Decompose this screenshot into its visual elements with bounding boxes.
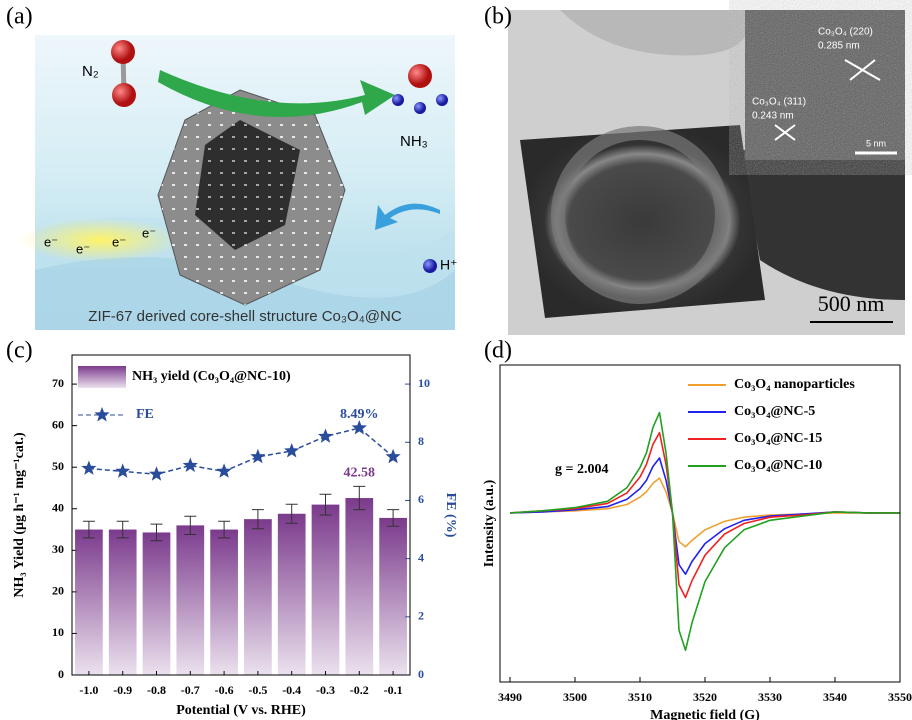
- bar: [244, 519, 272, 675]
- y2-tick-label: 2: [418, 609, 424, 623]
- epr-curve: [510, 413, 900, 651]
- x-tick-label: -0.9: [113, 683, 132, 697]
- atom: [392, 94, 404, 106]
- y-axis-label: NH₃ Yield (μg h⁻¹ mg⁻¹cat.): [12, 432, 27, 598]
- y2-tick-label: 10: [418, 376, 430, 390]
- legend-swatch: [78, 366, 126, 388]
- x-tick-label: -0.8: [147, 683, 166, 697]
- legend-label: Co₃O₄@NC-5: [734, 404, 815, 419]
- atom: [436, 94, 448, 106]
- inset-scale: 5 nm: [866, 138, 886, 148]
- page: N₂ NH₃ e⁻ e⁻ e⁻ e⁻ H⁺ ZIF-67 derived cor…: [0, 0, 912, 720]
- legend-label: FE: [136, 407, 154, 422]
- x-tick-label: 3530: [758, 690, 782, 704]
- fe-marker: [81, 461, 96, 475]
- panel-label: (b): [484, 4, 512, 30]
- x-tick-label: 3500: [563, 690, 587, 704]
- x-tick-label: 3490: [498, 690, 522, 704]
- proton-label: H⁺: [440, 257, 458, 273]
- y-axis-label: Intensity (a.u.): [482, 479, 497, 567]
- x-tick-label: -0.5: [248, 683, 267, 697]
- caption: ZIF-67 derived core-shell structure Co₃O…: [88, 308, 402, 325]
- y-tick-label: 60: [52, 417, 64, 431]
- atom: [112, 83, 136, 107]
- panel-label: (c): [6, 338, 33, 364]
- fe-marker: [284, 443, 299, 458]
- panel-a: N₂ NH₃ e⁻ e⁻ e⁻ e⁻ H⁺ ZIF-67 derived cor…: [6, 4, 458, 331]
- bar: [176, 525, 204, 675]
- panel-label: (a): [6, 4, 33, 30]
- x-tick-label: -0.2: [350, 683, 369, 697]
- x-tick-label: 3540: [823, 690, 847, 704]
- x-axis-label: Potential (V vs. RHE): [176, 703, 306, 718]
- y2-axis-label: FE (%): [443, 493, 458, 538]
- x-tick-label: -0.4: [282, 683, 301, 697]
- fe-marker: [386, 449, 401, 464]
- y2-tick-label: 4: [418, 550, 424, 564]
- y-tick-label: 30: [52, 542, 64, 556]
- fe-marker: [115, 463, 130, 477]
- x-tick-label: -0.6: [215, 683, 234, 697]
- bar: [143, 532, 171, 675]
- inset-label: Co₃O₄ (311): [752, 97, 806, 108]
- electron: e⁻: [112, 234, 126, 249]
- fe-marker: [318, 429, 333, 443]
- x-tick-label: -0.7: [181, 683, 200, 697]
- fe-marker: [217, 463, 232, 477]
- annotation: g = 2.004: [555, 462, 608, 477]
- y2-tick-label: 6: [418, 492, 424, 506]
- scale-label: 500 nm: [818, 291, 885, 316]
- y-tick-label: 20: [52, 584, 64, 598]
- figure: N₂ NH₃ e⁻ e⁻ e⁻ e⁻ H⁺ ZIF-67 derived cor…: [0, 0, 912, 720]
- y-tick-label: 10: [52, 625, 64, 639]
- x-tick-label: -0.1: [384, 683, 403, 697]
- x-axis-label: Magnetic field (G): [650, 708, 760, 720]
- electron: e⁻: [44, 234, 58, 249]
- x-tick-label: -0.3: [316, 683, 335, 697]
- legend-marker: [94, 407, 109, 422]
- bar: [312, 505, 340, 675]
- electron: e⁻: [142, 225, 156, 240]
- fe-marker: [149, 466, 164, 480]
- bar: [345, 498, 373, 675]
- legend-label: Co₃O₄@NC-10: [734, 458, 822, 473]
- x-tick-label: 3550: [888, 690, 912, 704]
- legend-label: Co₃O₄@NC-15: [734, 431, 822, 446]
- n2-label: N₂: [82, 63, 99, 80]
- nh3-label: NH₃: [400, 133, 428, 150]
- bar: [278, 514, 306, 675]
- fe-marker: [183, 458, 198, 473]
- inset-label: Co₃O₄ (220): [818, 27, 873, 38]
- value-label: 42.58: [344, 466, 376, 481]
- x-tick-label: 3520: [693, 690, 717, 704]
- y-tick-label: 70: [52, 376, 64, 390]
- x-tick-label: -1.0: [79, 683, 98, 697]
- fe-marker: [250, 449, 265, 464]
- y-tick-label: 50: [52, 459, 64, 473]
- y2-tick-label: 8: [418, 434, 424, 448]
- electron: e⁻: [76, 241, 90, 256]
- y2-tick-label: 0: [418, 667, 424, 681]
- inset-label: 0.285 nm: [818, 41, 860, 52]
- bar: [109, 530, 137, 675]
- value-label: 8.49%: [340, 407, 379, 422]
- epr-curve: [510, 433, 900, 598]
- bar: [75, 530, 103, 675]
- legend-label: Co₃O₄ nanoparticles: [734, 377, 855, 392]
- bar: [379, 518, 407, 675]
- atom: [111, 40, 135, 64]
- y-tick-label: 0: [58, 667, 64, 681]
- panel-label: (d): [484, 338, 512, 364]
- atom: [408, 64, 432, 88]
- x-tick-label: 3510: [628, 690, 652, 704]
- atom: [414, 102, 426, 114]
- bar: [210, 530, 238, 675]
- inset-label: 0.243 nm: [752, 111, 794, 122]
- panel-b: Co₃O₄ (220) 0.285 nm Co₃O₄ (311) 0.243 n…: [484, 4, 905, 336]
- y-tick-label: 40: [52, 501, 64, 515]
- atom: [423, 259, 437, 273]
- legend-label: NH₃ yield (Co₃O₄@NC-10): [132, 369, 291, 384]
